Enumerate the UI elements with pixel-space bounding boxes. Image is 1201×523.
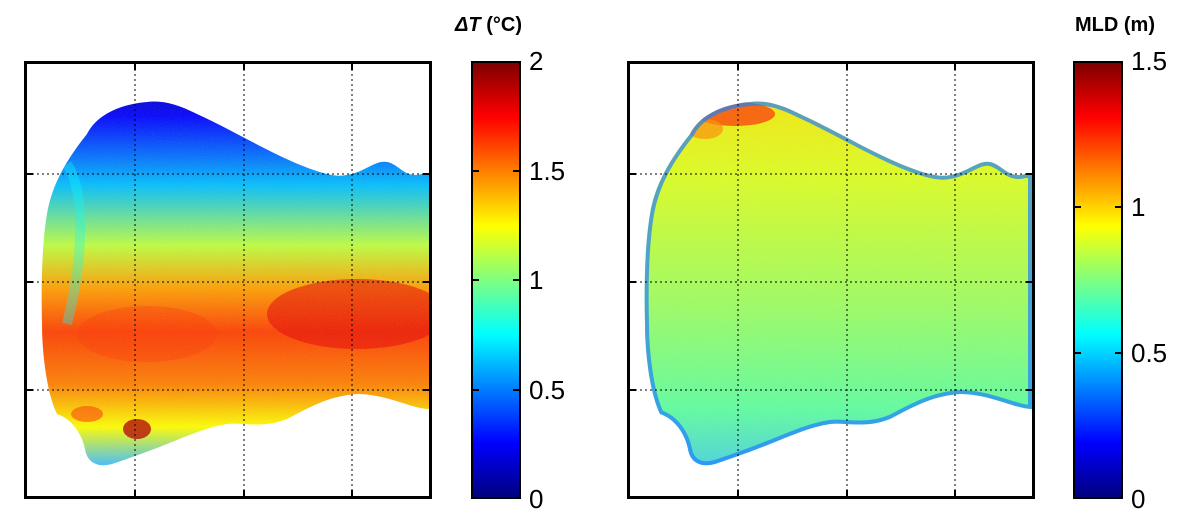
delta-t-colorbar-tick-mark	[473, 497, 479, 499]
mld-unit: MLD (m)	[1075, 14, 1155, 36]
mld-grid	[630, 64, 1032, 496]
delta-t-colorbar-tick-mark	[513, 169, 519, 172]
mld-colorbar-tick-label: 1.5	[1131, 46, 1168, 76]
delta-t-colorbar	[471, 61, 521, 499]
mld-colorbar-tick-label: 1	[1131, 192, 1146, 222]
delta-t-colorbar-tick-mark	[513, 388, 519, 391]
delta-t-colorbar-tick-label: 1.5	[529, 155, 566, 186]
mld-map	[630, 64, 1032, 496]
delta-t-axis-ticks	[27, 64, 429, 496]
delta-t-colorbar-tick-label: 0	[529, 484, 544, 514]
delta-t-symbol: ΔT	[455, 14, 481, 36]
mld-map-panel	[627, 61, 1035, 499]
delta-t-colorbar-tick-mark	[513, 279, 519, 281]
delta-t-colorbar-tick-label: 2	[529, 46, 544, 76]
delta-t-colorbar-tick-label: 0.5	[529, 374, 566, 405]
mld-colorbar-tick-mark	[1075, 352, 1081, 354]
mld-colorbar-title: MLD (m)	[1075, 14, 1155, 37]
mld-colorbar-tick-mark	[1075, 206, 1081, 208]
delta-t-colorbar-tick-label: 1	[529, 265, 544, 295]
mld-axis-ticks	[630, 64, 1032, 496]
delta-t-field	[41, 101, 429, 466]
delta-t-grid	[27, 64, 429, 496]
mld-colorbar-tick-label: 0	[1131, 484, 1146, 514]
delta-t-map	[27, 64, 429, 496]
delta-t-colorbar-tick-mark	[473, 61, 479, 63]
mld-colorbar-tick-mark	[1075, 61, 1081, 63]
mld-colorbar-tick-mark	[1115, 206, 1121, 208]
mld-colorbar-tick-label: 0.5	[1131, 338, 1168, 368]
delta-t-map-panel	[24, 61, 432, 499]
delta-t-colorbar-tick-mark	[473, 169, 479, 172]
mld-colorbar-tick-mark	[1115, 352, 1121, 354]
delta-t-colorbar-tick-mark	[473, 388, 479, 391]
delta-t-colorbar-tick-mark	[473, 279, 479, 281]
delta-t-colorbar-tick-mark	[513, 497, 519, 499]
delta-t-colorbar-tick-mark	[513, 61, 519, 63]
delta-t-unit: (°C)	[480, 14, 522, 36]
mld-colorbar-tick-mark	[1075, 497, 1081, 499]
delta-t-colorbar-title: ΔT (°C)	[455, 14, 522, 37]
mld-colorbar	[1073, 61, 1123, 499]
mld-colorbar-tick-mark	[1115, 497, 1121, 499]
mld-field	[644, 101, 1032, 466]
mld-colorbar-tick-mark	[1115, 61, 1121, 63]
